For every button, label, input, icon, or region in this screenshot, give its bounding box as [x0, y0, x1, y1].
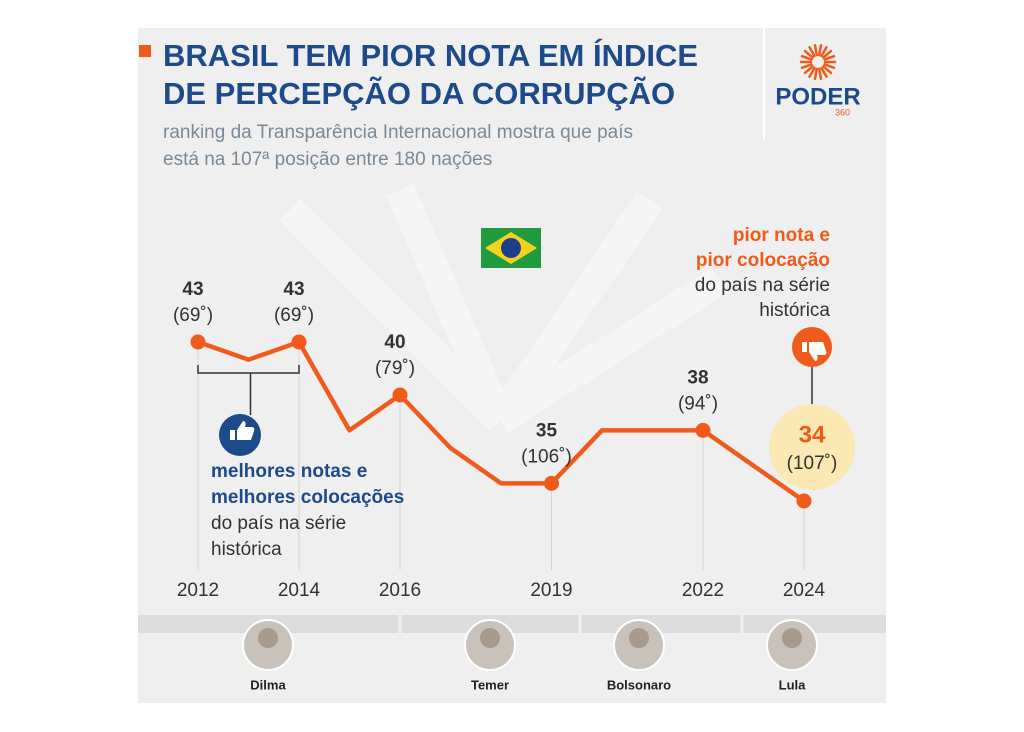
value-label: 35: [536, 420, 558, 441]
rank-label: (79˚): [375, 358, 415, 379]
x-tick-label: 2019: [530, 580, 572, 601]
annotation-highlight: melhores colocações: [211, 487, 404, 508]
brazil-flag: [481, 228, 541, 268]
sun-ray: [820, 66, 828, 78]
x-tick-label: 2022: [682, 580, 724, 601]
logo-sun: [799, 44, 837, 80]
logo-sub: 360: [835, 107, 850, 117]
president-name: Bolsonaro: [607, 677, 671, 692]
point: [291, 334, 307, 350]
ray: [386, 184, 514, 426]
x-tick-label: 2014: [278, 580, 321, 601]
rank-label: (69˚): [173, 305, 213, 326]
card: [138, 28, 886, 703]
annotation-text: histórica: [211, 539, 282, 560]
x-tick-label: 2016: [379, 580, 421, 601]
annotation-text: do país na série: [695, 275, 830, 296]
annotation-highlight: melhores notas e: [211, 461, 367, 482]
sun-ray: [822, 65, 833, 75]
bracket: [197, 365, 300, 415]
ray: [279, 199, 511, 431]
timeline-strip: [138, 615, 886, 633]
sun-ray: [817, 44, 823, 57]
x-tick-label: 2024: [783, 580, 826, 601]
president-name: Dilma: [250, 677, 286, 692]
sun-ray: [823, 54, 836, 61]
portrait-head: [480, 628, 500, 648]
sun-ray: [800, 63, 813, 70]
sun-ray: [800, 54, 813, 61]
ray: [491, 267, 729, 433]
sun-ray: [813, 44, 819, 57]
value-label: 34: [799, 421, 826, 448]
x-tick-label: 2012: [177, 580, 219, 601]
value-label: 40: [384, 332, 405, 353]
value-label: 38: [687, 367, 708, 388]
sun-ray: [822, 49, 833, 59]
title: DE PERCEPÇÃO DA CORRUPÇÃO: [163, 76, 675, 111]
sun-ray: [813, 67, 819, 80]
sun-ray: [820, 46, 828, 58]
portrait-head: [782, 628, 802, 648]
annotation-highlight: pior colocação: [696, 250, 830, 271]
sun-ray: [808, 66, 816, 78]
title: BRASIL TEM PIOR NOTA EM ÍNDICE: [163, 38, 698, 73]
annotation-highlight: pior nota e: [733, 225, 830, 246]
rank-label: (106˚): [521, 446, 572, 467]
value-label: 43: [182, 279, 203, 300]
flag-globe: [501, 238, 521, 258]
president-name: Lula: [779, 677, 806, 692]
thumb: [230, 421, 255, 440]
rank-label: (107˚): [787, 453, 838, 474]
subtitle: ranking da Transparência Internacional m…: [163, 122, 633, 143]
point: [190, 334, 206, 350]
president-name: Temer: [471, 677, 509, 692]
rank-label: (69˚): [274, 305, 314, 326]
rank-label: (94˚): [678, 393, 718, 414]
point: [695, 422, 711, 438]
sunburst-bg: [279, 184, 729, 433]
sun-ray: [823, 63, 836, 70]
point: [544, 475, 559, 491]
highlight-circle: [769, 404, 855, 490]
portrait-head: [258, 628, 278, 648]
annotation-text: do país na série: [211, 513, 346, 534]
sun-ray: [803, 65, 814, 75]
point: [392, 387, 408, 403]
value-label: 43: [283, 279, 304, 300]
sun-ray: [803, 49, 814, 59]
subtitle: está na 107ª posição entre 180 nações: [163, 149, 492, 170]
title-marker: [139, 45, 151, 57]
ray: [487, 191, 663, 429]
logo: PODER: [775, 83, 860, 110]
point: [796, 493, 812, 509]
strip-separators: [398, 615, 744, 633]
sun-ray: [808, 46, 816, 58]
portrait-head: [629, 628, 649, 648]
thumb: [802, 342, 827, 361]
annotation-text: histórica: [759, 300, 830, 321]
sun-ray: [817, 67, 823, 80]
